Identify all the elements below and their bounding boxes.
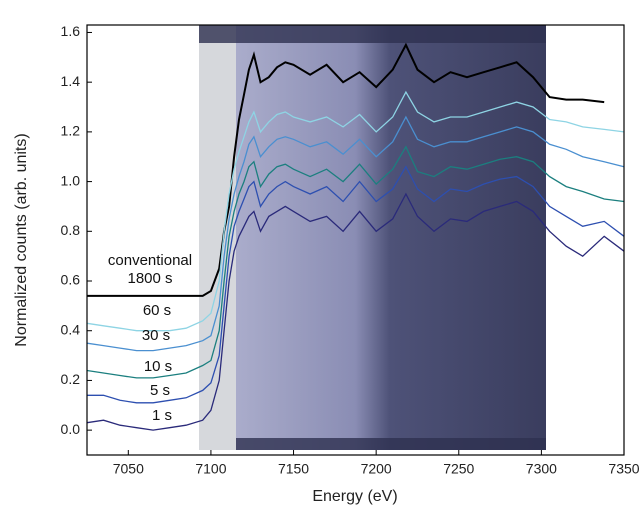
- x-tick-label: 7150: [278, 461, 309, 477]
- series-label: 1 s: [151, 407, 173, 424]
- series-line: [87, 42, 605, 297]
- y-tick-label: 0.8: [61, 222, 81, 238]
- y-tick-label: 0.6: [61, 272, 81, 288]
- y-tick-label: 1.6: [61, 23, 81, 39]
- series-label: 10 s: [143, 358, 173, 375]
- y-axis-label: Normalized counts (arb. units): [13, 133, 30, 346]
- series-label: 60 s: [142, 302, 172, 319]
- y-tick-label: 0.4: [61, 321, 81, 337]
- series-line: [86, 145, 625, 379]
- series-line: [86, 115, 625, 352]
- x-tick-label: 7250: [443, 461, 474, 477]
- y-tick-label: 1.2: [61, 123, 81, 139]
- plot: [86, 42, 625, 431]
- background-band: [236, 438, 546, 450]
- series-line: [87, 165, 625, 404]
- y-tick-label: 1.4: [61, 73, 81, 89]
- series-line: [86, 90, 625, 332]
- x-axis-label: Energy (eV): [312, 488, 397, 505]
- y-tick-label: 1.0: [61, 172, 81, 188]
- background-strip: [199, 25, 236, 450]
- background-image: [199, 25, 546, 450]
- x-tick-label: 7050: [113, 461, 144, 477]
- series-line: [86, 192, 625, 431]
- x-tick-label: 7350: [608, 461, 639, 477]
- background-band: [199, 25, 546, 43]
- y-tick-label: 0.2: [61, 371, 81, 387]
- series-label: conventional 1800 s: [107, 252, 193, 287]
- frame: [86, 24, 625, 456]
- x-tick-label: 7200: [361, 461, 392, 477]
- x-tick-label: 7300: [526, 461, 557, 477]
- series-label: 5 s: [149, 382, 171, 399]
- y-tick-label: 0.0: [61, 421, 81, 437]
- x-tick-label: 7100: [195, 461, 226, 477]
- series-label: 30 s: [141, 327, 171, 344]
